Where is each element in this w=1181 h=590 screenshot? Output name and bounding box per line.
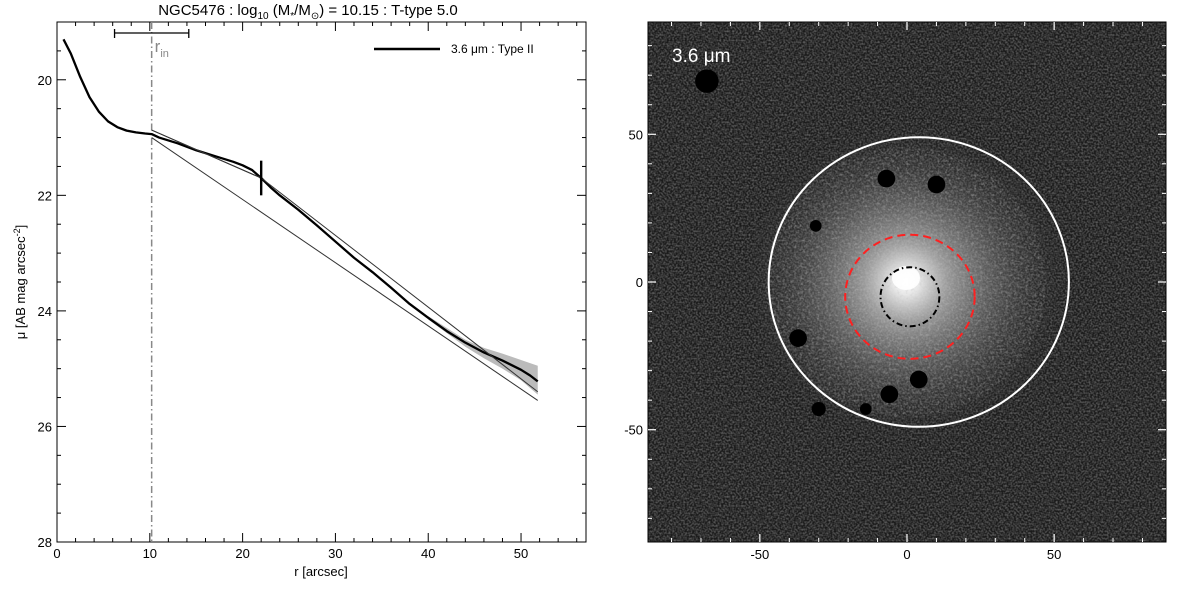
x-tick-label: 10: [143, 546, 157, 561]
ellipse-outer-isophote: [767, 136, 1070, 428]
ellipse-break-radius: [844, 233, 976, 360]
x-axis-label: r [arcsec]: [294, 564, 347, 579]
surface-brightness-chart: NGC5476 : log10 (M*/M⊙) = 10.15 : T-type…: [12, 2, 587, 579]
star-mask: [811, 401, 826, 417]
x-tick-label: 20: [235, 546, 249, 561]
profile-lines: [62, 38, 539, 401]
star-mask: [695, 69, 719, 93]
r-in-label-main: r: [155, 37, 161, 56]
title-star: *: [290, 11, 294, 22]
image-y-tick-label: 50: [629, 127, 643, 142]
series-fit-outer: [151, 137, 539, 401]
tick-labels: 0 10 20 30 40 50 20 22 24 26 28: [38, 73, 529, 561]
galaxy-core: [892, 266, 920, 290]
star-mask: [909, 370, 928, 389]
star-mask: [789, 329, 807, 347]
plot-frame: [56, 21, 587, 543]
image-y-tick-label: -50: [624, 423, 643, 438]
x-tick-label: 40: [421, 546, 435, 561]
chart-title: NGC5476 : log10 (M*/M⊙) = 10.15 : T-type…: [158, 2, 458, 22]
title-mid1: (M: [269, 2, 291, 19]
y-axis-label: μ [AB mag arcsec-2]: [12, 225, 28, 340]
galaxy-image-panel: 3.6 μm -50 0 50 50 0 -50: [624, 21, 1167, 562]
isophote-ellipses: [767, 136, 1070, 428]
title-sub: 10: [257, 11, 269, 22]
title-main: NGC5476 : log: [158, 2, 257, 19]
image-x-tick-label: -50: [750, 547, 769, 562]
x-tick-label: 50: [514, 546, 528, 561]
image-tick-labels: -50 0 50 50 0 -50: [624, 127, 1061, 562]
x-tick-label: 30: [328, 546, 342, 561]
r-in-label: rin: [155, 37, 169, 60]
star-mask: [880, 385, 899, 404]
r-in-annotation: rin: [113, 22, 190, 542]
star-mask: [809, 219, 822, 232]
image-y-tick-label: 0: [636, 275, 643, 290]
legend: 3.6 μm : Type II: [374, 42, 534, 56]
y-tick-label: 20: [38, 73, 52, 88]
y-tick-label: 26: [38, 419, 52, 434]
title-sun-sub: ⊙: [311, 11, 319, 22]
star-mask: [877, 169, 896, 188]
series-profile: [62, 38, 539, 383]
uncertainty-band-area: [428, 316, 538, 395]
legend-label: 3.6 μm : Type II: [451, 42, 534, 56]
star-mask: [859, 403, 872, 415]
axis-ticks: [56, 22, 586, 543]
image-ticks: [648, 22, 1166, 542]
x-tick-label: 0: [53, 546, 60, 561]
uncertainty-band: [428, 316, 538, 395]
y-tick-label: 28: [38, 535, 52, 550]
title-tail: ) = 10.15 : T-type 5.0: [319, 2, 458, 19]
image-x-tick-label: 0: [903, 547, 910, 562]
y-tick-label: 22: [38, 188, 52, 203]
y-axis-label-sup: -2: [12, 228, 22, 236]
ellipse-inner-radius: [879, 266, 941, 328]
image-x-tick-label: 50: [1047, 547, 1061, 562]
galaxy-image: [648, 22, 1166, 542]
title-mid2: /M: [294, 2, 311, 19]
star-masks: [695, 69, 946, 417]
r-in-label-sub: in: [160, 48, 169, 60]
star-mask: [927, 175, 946, 194]
y-axis-label-tail: ]: [13, 225, 28, 229]
y-axis-label-main: μ [AB mag arcsec: [13, 236, 28, 339]
y-tick-label: 24: [38, 304, 52, 319]
band-label: 3.6 μm: [672, 46, 730, 67]
